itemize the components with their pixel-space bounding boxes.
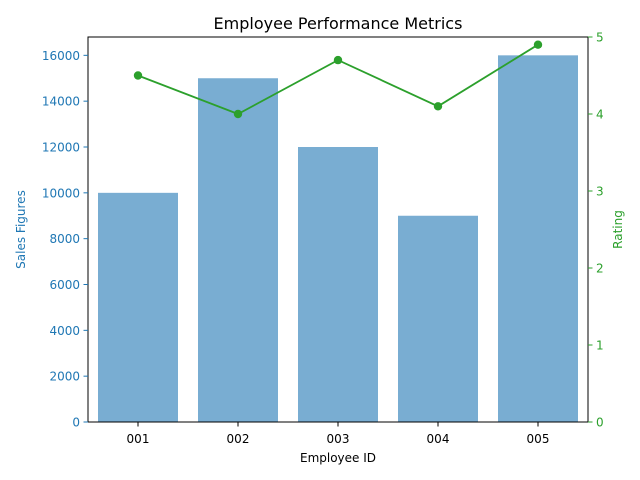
right-y-tick-label: 5 — [596, 31, 604, 45]
rating-point-001 — [133, 71, 143, 80]
left-y-tick-label: 6000 — [49, 278, 80, 292]
left-y-tick-label: 2000 — [49, 370, 80, 384]
right-y-axis-ticks: 0 1 2 3 4 5 — [588, 31, 604, 430]
x-tick-label: 001 — [127, 432, 150, 446]
left-y-tick-label: 4000 — [49, 324, 80, 338]
x-tick-label: 004 — [427, 432, 450, 446]
bar-005 — [498, 55, 578, 422]
right-y-tick-label: 3 — [596, 185, 604, 199]
bar-001 — [98, 192, 178, 422]
rating-point-004 — [433, 102, 443, 111]
rating-point-002 — [233, 109, 243, 119]
x-axis-label: Employee ID — [300, 451, 376, 465]
x-tick-label: 005 — [527, 432, 550, 446]
left-y-tick-label: 10000 — [42, 186, 80, 200]
line-series-group — [133, 40, 543, 119]
left-y-tick-label: 12000 — [42, 141, 80, 155]
right-y-axis-label: Rating — [611, 210, 625, 249]
bar-003 — [298, 147, 378, 422]
chart-title: Employee Performance Metrics — [214, 14, 463, 33]
left-y-axis-ticks: 0 2000 4000 6000 8000 10000 12000 14000 16000 — [42, 49, 88, 430]
rating-point-005 — [533, 40, 543, 49]
bar-004 — [398, 215, 478, 422]
x-tick-label: 003 — [327, 432, 350, 446]
left-y-tick-label: 0 — [72, 416, 80, 430]
left-y-axis-label: Sales Figures — [14, 190, 28, 269]
right-y-tick-label: 1 — [596, 339, 604, 353]
left-y-tick-label: 16000 — [42, 49, 80, 63]
right-y-tick-label: 0 — [596, 416, 604, 430]
bars-group — [98, 55, 578, 422]
rating-point-003 — [333, 55, 343, 65]
left-y-tick-label: 8000 — [49, 232, 80, 246]
x-tick-label: 002 — [227, 432, 250, 446]
right-y-tick-label: 2 — [596, 262, 604, 276]
right-y-tick-label: 4 — [596, 108, 604, 122]
x-axis-ticks: 001 002 003 004 005 — [127, 422, 550, 446]
left-y-tick-label: 14000 — [42, 95, 80, 109]
bar-002 — [198, 78, 278, 422]
